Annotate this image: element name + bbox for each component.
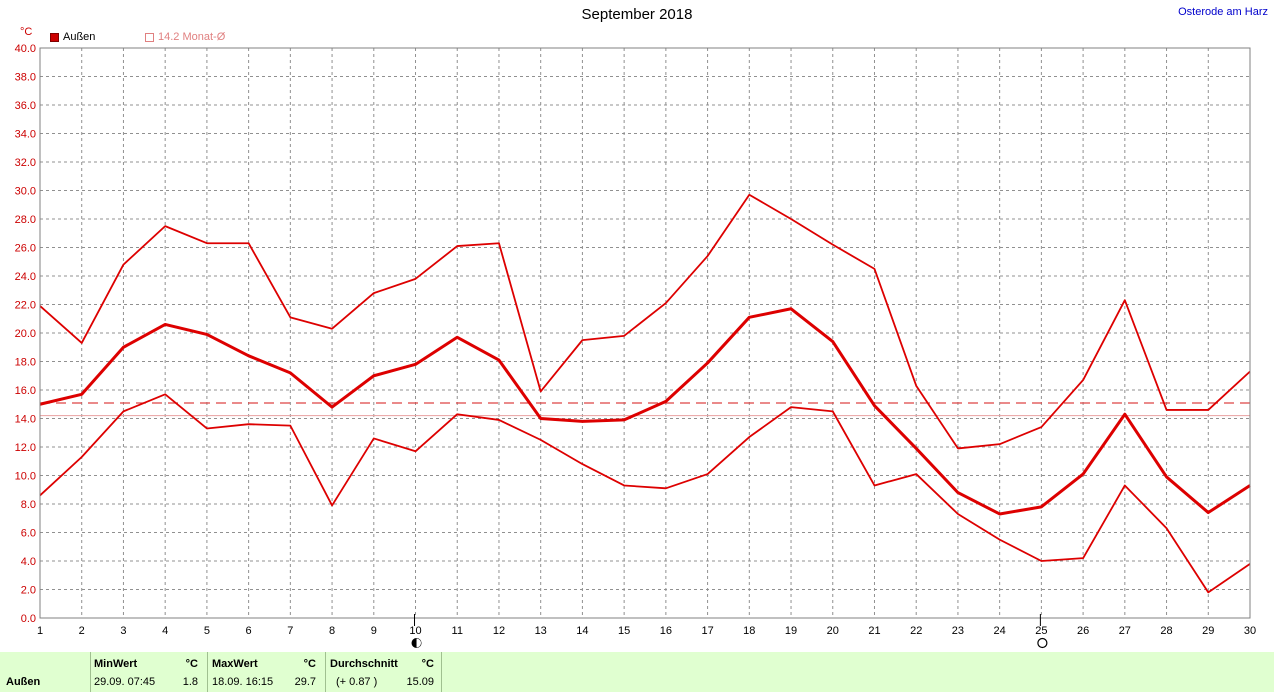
x-tick-label: 26 (1077, 625, 1089, 637)
y-tick-label: 18.0 (15, 357, 36, 369)
chart-axes (39, 47, 1251, 619)
moon-phase-markers (411, 614, 1048, 649)
y-tick-label: 40.0 (15, 43, 36, 55)
chart-title: September 2018 (581, 6, 693, 23)
y-tick-label: 10.0 (15, 471, 36, 483)
y-tick-label: 4.0 (21, 556, 36, 568)
x-tick-label: 17 (701, 625, 713, 637)
chart-grid (39, 47, 1251, 619)
location-label: Osterode am Harz (1178, 6, 1268, 18)
moon-light-half (416, 638, 422, 648)
stats-avg-unit: °C (421, 658, 434, 670)
legend-label: Außen (63, 31, 96, 43)
y-tick-label: 34.0 (15, 129, 36, 141)
y-tick-label: 14.0 (15, 414, 36, 426)
legend-swatch-icon (145, 32, 154, 42)
stats-min-datetime: 29.09. 07:45 (94, 676, 156, 688)
y-tick-label: 30.0 (15, 186, 36, 198)
y-tick-label: 22.0 (15, 300, 36, 312)
stats-max-value: 29.7 (294, 676, 316, 688)
y-tick-label: 6.0 (21, 528, 36, 540)
y-tick-label: 36.0 (15, 100, 36, 112)
stats-avg-header: Durchschnitt (330, 658, 398, 670)
x-tick-label: 11 (452, 625, 463, 637)
x-tick-label: 4 (162, 625, 168, 637)
divider (207, 652, 208, 692)
legend-label: 14.2 Monat-Ø (158, 31, 226, 43)
y-tick-label: 16.0 (15, 385, 36, 397)
x-tick-label: 20 (827, 625, 839, 637)
y-tick-label: 8.0 (21, 499, 36, 511)
series-line-min (39, 393, 1251, 594)
x-tick-label: 12 (493, 625, 505, 637)
stats-min-cell: MinWert °C 29.09. 07:45 1.8 (94, 652, 204, 692)
stats-footer: Außen MinWert °C 29.09. 07:45 1.8 MaxWer… (0, 652, 1274, 692)
y-tick-label: 0.0 (21, 613, 36, 625)
legend-swatch-icon (50, 32, 59, 42)
y-tick-label: 24.0 (15, 271, 36, 283)
y-tick-labels: 0.0 2.0 4.0 6.0 8.0 10.0 12.0 14.0 16.0 18.0 20.0 2… (15, 43, 36, 625)
x-tick-label: 24 (994, 625, 1006, 637)
series-line-max (39, 193, 1251, 450)
x-tick-label: 23 (952, 625, 964, 637)
x-tick-label: 29 (1202, 625, 1214, 637)
x-tick-label: 9 (371, 625, 377, 637)
x-tick-labels: 1 2 3 4 5 6 7 8 9 10 11 12 13 14 15 16 17 18 19 20 21 22 23 24 2… (37, 625, 1256, 637)
x-tick-label: 28 (1160, 625, 1172, 637)
x-tick-label: 22 (910, 625, 922, 637)
x-tick-label: 5 (204, 625, 210, 637)
moon-disc (1037, 637, 1048, 649)
x-tick-label: 15 (618, 625, 630, 637)
y-tick-label: 2.0 (21, 585, 36, 597)
stats-max-datetime: 18.09. 16:15 (212, 676, 274, 688)
stats-min-unit: °C (185, 658, 198, 670)
y-tick-label: 32.0 (15, 157, 36, 169)
x-tick-label: 8 (329, 625, 335, 637)
stats-max-cell: MaxWert °C 18.09. 16:15 29.7 (212, 652, 322, 692)
divider (90, 652, 91, 692)
x-tick-label: 21 (868, 625, 880, 637)
half-moon-icon (411, 638, 422, 648)
stats-row-label: Außen (6, 676, 41, 688)
divider (325, 652, 326, 692)
stats-min-header: MinWert (94, 658, 138, 670)
full-moon-icon (1037, 637, 1048, 649)
x-tick-label: 14 (576, 625, 588, 637)
temperature-chart: 0.0 2.0 4.0 6.0 8.0 10.0 12.0 14.0 16.0 18.0 20.0 2… (15, 43, 1256, 649)
divider (441, 652, 442, 692)
x-tick-label: 10 (409, 625, 421, 637)
legend-item-month-avg: 14.2 Monat-Ø (145, 31, 225, 43)
y-tick-label: 12.0 (15, 442, 36, 454)
stats-avg-value: 15.09 (406, 676, 434, 688)
x-tick-label: 1 (37, 625, 43, 637)
x-tick-label: 27 (1119, 625, 1131, 637)
stats-avg-cell: Durchschnitt °C (+ 0.87 ) 15.09 (330, 652, 440, 692)
stats-min-value: 1.8 (182, 676, 198, 688)
reference-lines (40, 402, 1250, 417)
x-tick-label: 13 (535, 625, 547, 637)
y-tick-label: 38.0 (15, 72, 36, 84)
series-line-mean (39, 307, 1251, 516)
stats-max-header: MaxWert (212, 658, 258, 670)
x-tick-label: 18 (743, 625, 755, 637)
y-tick-label: 28.0 (15, 214, 36, 226)
x-tick-label: 19 (785, 625, 797, 637)
x-tick-label: 30 (1244, 625, 1256, 637)
legend-item-outside: Außen (50, 31, 95, 43)
x-tick-label: 16 (660, 625, 672, 637)
stats-avg-delta: (+ 0.87 ) (336, 676, 378, 688)
unit-label: °C (20, 26, 33, 38)
y-tick-label: 26.0 (15, 243, 36, 255)
y-tick-label: 20.0 (15, 328, 36, 340)
x-tick-label: 7 (287, 625, 293, 637)
stats-max-unit: °C (303, 658, 316, 670)
x-tick-label: 25 (1035, 625, 1047, 637)
x-tick-label: 2 (79, 625, 85, 637)
x-tick-label: 6 (246, 625, 252, 637)
x-tick-label: 3 (120, 625, 126, 637)
chart-series (39, 193, 1251, 594)
plot-frame (39, 47, 1251, 619)
